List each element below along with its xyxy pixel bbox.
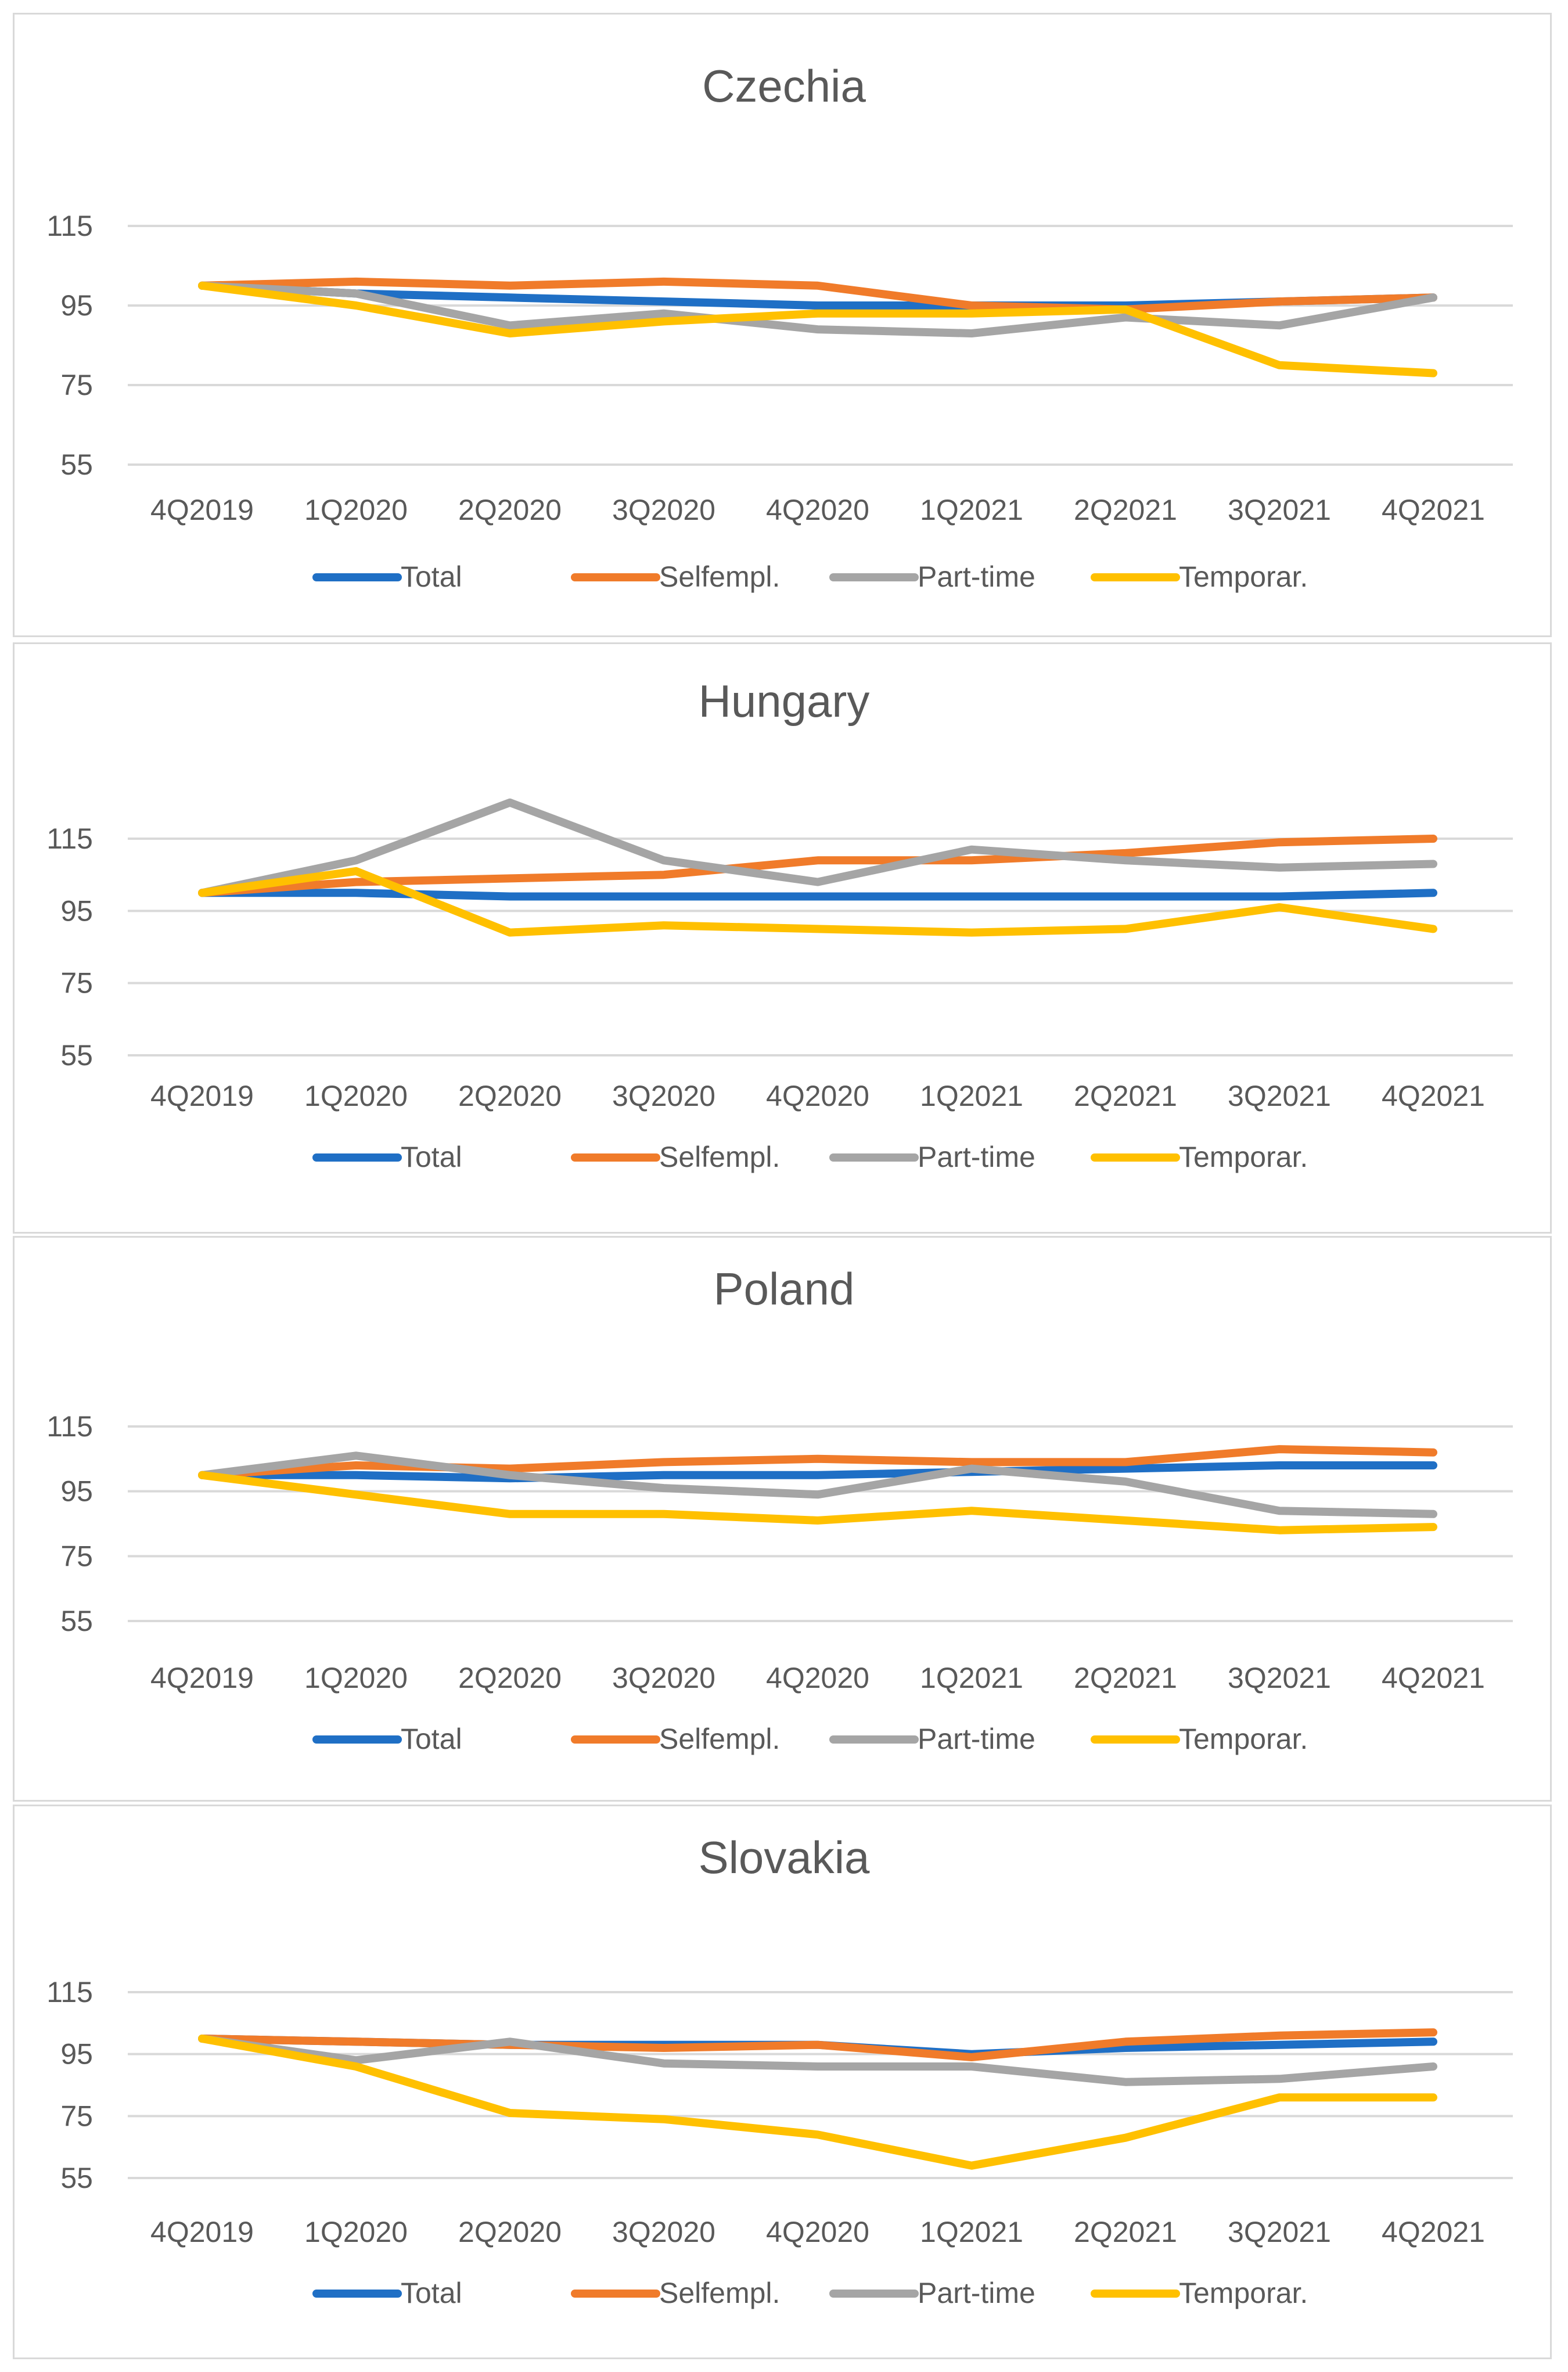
series-line-temporar [198, 281, 1437, 378]
series-line-part-time [198, 798, 1437, 897]
legend-label-part-time: Part-time [918, 2277, 1035, 2309]
legend-label-temporar: Temporar. [1179, 560, 1308, 593]
legend-label-selfempl: Selfempl. [659, 2277, 780, 2309]
series-line-part-time [198, 281, 1437, 337]
x-tick-label: 2Q2020 [458, 2216, 562, 2248]
legend-label-total: Total [401, 1723, 462, 1755]
x-tick-label: 1Q2020 [304, 1080, 408, 1112]
x-tick-label: 4Q2019 [150, 494, 254, 526]
x-tick-label: 4Q2019 [150, 1662, 254, 1694]
legend-label-part-time: Part-time [918, 1141, 1035, 1173]
y-tick-label: 115 [46, 1410, 93, 1443]
x-tick-label: 2Q2021 [1074, 1662, 1177, 1694]
x-tick-label: 4Q2021 [1382, 1662, 1485, 1694]
x-tick-label: 4Q2020 [766, 494, 869, 526]
chart-svg: Czechia 115 95 75 55 4Q2019 1Q2020 2Q2020 3Q2020… [46, 60, 1513, 593]
series-line-total [198, 1461, 1437, 1483]
chart-panel-czechia: Czechia 115 95 75 55 4Q2019 1Q2020 2Q2020 3Q2020… [13, 13, 1552, 637]
chart-svg: Poland 115 95 75 55 4Q2019 1Q2020 2Q2020 3Q2020 4… [46, 1263, 1513, 1755]
y-tick-label: 55 [60, 1605, 93, 1637]
y-tick-label: 55 [60, 1039, 93, 1072]
series-line-part-time [198, 1451, 1437, 1518]
legend-label-selfempl: Selfempl. [659, 1141, 780, 1173]
legend-label-temporar: Temporar. [1179, 1723, 1308, 1755]
series-line-selfempl [198, 2028, 1437, 2061]
series-line-selfempl [198, 1445, 1437, 1479]
legend-label-part-time: Part-time [918, 1723, 1035, 1755]
series-line-part-time [198, 2035, 1437, 2086]
x-tick-label: 3Q2020 [612, 2216, 715, 2248]
x-tick-label: 2Q2020 [458, 1080, 562, 1112]
chart-panel-slovakia: Slovakia 115 95 75 55 4Q2019 1Q2020 2Q2020 3Q202… [13, 1805, 1552, 2359]
chart-panel-poland: Poland 115 95 75 55 4Q2019 1Q2020 2Q2020 3Q2020 4… [13, 1236, 1552, 1802]
x-tick-label: 3Q2021 [1228, 494, 1331, 526]
legend-label-temporar: Temporar. [1179, 1141, 1308, 1173]
y-tick-label: 75 [60, 369, 93, 401]
x-tick-label: 1Q2021 [920, 1080, 1023, 1112]
x-tick-label: 3Q2020 [612, 1080, 715, 1112]
x-tick-label: 3Q2021 [1228, 2216, 1331, 2248]
chart-panel-hungary: Hungary 115 95 75 55 4Q2019 1Q2020 2Q2020 3Q2020… [13, 642, 1552, 1234]
series-line-temporar [198, 2035, 1437, 2170]
chart-svg: Hungary 115 95 75 55 4Q2019 1Q2020 2Q2020 3Q2020… [46, 675, 1513, 1173]
chart-svg: Slovakia 115 95 75 55 4Q2019 1Q2020 2Q2020 3Q202… [46, 1832, 1513, 2309]
x-tick-label: 1Q2021 [920, 494, 1023, 526]
series-line-temporar [198, 867, 1437, 937]
x-tick-label: 4Q2020 [766, 1662, 869, 1694]
x-tick-label: 3Q2021 [1228, 1662, 1331, 1694]
series-line-total [198, 889, 1437, 901]
chart-title: Czechia [702, 60, 866, 112]
x-tick-label: 4Q2021 [1382, 1080, 1485, 1112]
y-tick-label: 95 [60, 894, 93, 927]
legend-label-selfempl: Selfempl. [659, 560, 780, 593]
y-tick-label: 95 [60, 1475, 93, 1508]
y-tick-label: 75 [60, 2100, 93, 2132]
y-tick-label: 55 [60, 448, 93, 481]
legend-label-total: Total [401, 2277, 462, 2309]
x-tick-label: 1Q2021 [920, 2216, 1023, 2248]
x-tick-label: 1Q2021 [920, 1662, 1023, 1694]
y-tick-label: 55 [60, 2162, 93, 2194]
x-tick-label: 4Q2021 [1382, 2216, 1485, 2248]
y-tick-label: 115 [46, 210, 93, 242]
y-tick-label: 115 [46, 1976, 93, 2008]
x-tick-label: 4Q2019 [150, 1080, 254, 1112]
y-tick-label: 95 [60, 2038, 93, 2071]
x-tick-label: 4Q2020 [766, 2216, 869, 2248]
x-tick-label: 3Q2021 [1228, 1080, 1331, 1112]
y-tick-label: 115 [46, 822, 93, 855]
x-tick-label: 2Q2021 [1074, 494, 1177, 526]
legend-label-total: Total [401, 560, 462, 593]
legend-label-temporar: Temporar. [1179, 2277, 1308, 2309]
x-tick-label: 4Q2021 [1382, 494, 1485, 526]
series-line-temporar [198, 1471, 1437, 1534]
legend-label-total: Total [401, 1141, 462, 1173]
legend-label-selfempl: Selfempl. [659, 1723, 780, 1755]
x-tick-label: 1Q2020 [304, 494, 408, 526]
x-tick-label: 2Q2020 [458, 494, 562, 526]
x-tick-label: 3Q2020 [612, 494, 715, 526]
legend-label-part-time: Part-time [918, 560, 1035, 593]
x-tick-label: 4Q2020 [766, 1080, 869, 1112]
x-tick-label: 1Q2020 [304, 1662, 408, 1694]
x-tick-label: 2Q2020 [458, 1662, 562, 1694]
y-tick-label: 75 [60, 1540, 93, 1572]
x-tick-label: 1Q2020 [304, 2216, 408, 2248]
y-tick-label: 95 [60, 289, 93, 322]
series-line-selfempl [198, 277, 1437, 314]
x-tick-label: 2Q2021 [1074, 1080, 1177, 1112]
chart-title: Poland [714, 1263, 855, 1314]
x-tick-label: 2Q2021 [1074, 2216, 1177, 2248]
chart-title: Hungary [699, 675, 870, 727]
y-tick-label: 75 [60, 967, 93, 1000]
series-line-selfempl [198, 835, 1437, 897]
x-tick-label: 4Q2019 [150, 2216, 254, 2248]
chart-title: Slovakia [699, 1832, 870, 1883]
x-tick-label: 3Q2020 [612, 1662, 715, 1694]
